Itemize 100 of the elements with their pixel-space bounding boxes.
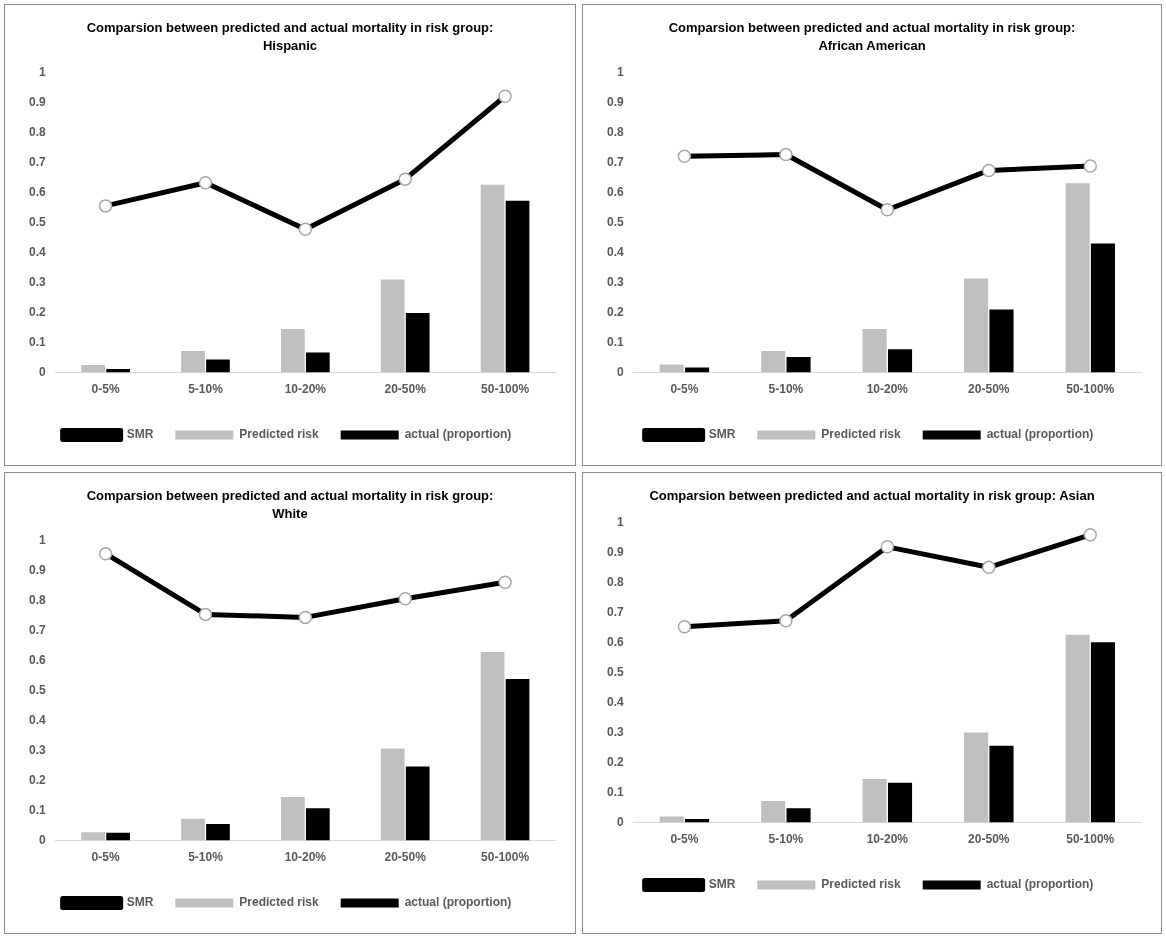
legend-label: actual (proportion) (404, 895, 512, 910)
bar (786, 356, 811, 373)
x-tick-label: 10-20% (284, 382, 327, 397)
y-tick-label: 0.1 (606, 334, 624, 349)
x-tick-label: 10-20% (866, 832, 909, 847)
legend-label: Predicted risk (239, 427, 320, 442)
x-tick-label: 50-100% (1066, 832, 1115, 847)
y-tick-label: 0.5 (28, 214, 46, 229)
bar (106, 832, 130, 841)
x-tick-label: 0-5% (91, 382, 120, 397)
x-tick-label: 20-50% (968, 382, 1010, 397)
chart-title: Comparsion between predicted and actual mortality in risk group: White (85, 487, 495, 523)
y-tick-label: 0.5 (606, 214, 624, 229)
y-tick-label: 0.9 (28, 562, 46, 577)
legend-label: SMR (126, 895, 154, 910)
legend-label: actual (proportion) (986, 427, 1094, 442)
y-tick-label: 0.8 (606, 124, 624, 139)
y-tick-label: 0 (38, 832, 46, 847)
bar (480, 651, 505, 841)
y-tick-label: 0.6 (606, 184, 624, 199)
y-tick-label: 0 (616, 364, 624, 379)
y-tick-label: 0.4 (606, 244, 624, 259)
x-tick-label: 20-50% (384, 382, 427, 397)
legend-label: actual (proportion) (404, 427, 512, 442)
bar (505, 200, 530, 373)
y-tick-label: 0.6 (28, 652, 46, 667)
x-tick-label: 50-100% (481, 850, 530, 865)
bar (405, 313, 430, 373)
bar (964, 278, 989, 373)
y-tick-label: 0.2 (606, 754, 624, 769)
y-tick-label: 0.1 (606, 784, 624, 799)
bar (281, 329, 305, 373)
legend-label: Predicted risk (821, 877, 902, 892)
bar (206, 824, 230, 841)
y-tick-label: 0.4 (28, 244, 46, 259)
x-tick-label: 0-5% (91, 850, 120, 865)
bar (305, 352, 330, 373)
bar (989, 745, 1014, 823)
bar (81, 365, 105, 373)
bar (281, 797, 305, 841)
bar (862, 329, 887, 373)
x-tick-label: 20-50% (384, 850, 427, 865)
bar (887, 349, 913, 373)
legend-label: SMR (126, 427, 154, 442)
legend-label: actual (proportion) (986, 877, 1094, 892)
y-tick-label: 0.1 (28, 802, 46, 817)
y-tick-label: 0.3 (606, 724, 624, 739)
x-tick-label: 5-10% (768, 382, 804, 397)
y-tick-label: 0.9 (28, 94, 46, 109)
y-tick-label: 0.7 (606, 604, 624, 619)
bar (862, 779, 887, 823)
bar (964, 732, 989, 823)
y-tick-label: 0.8 (28, 124, 46, 139)
legend-label: Predicted risk (821, 427, 902, 442)
bar (659, 364, 684, 373)
bar (1065, 634, 1090, 823)
y-tick-label: 0.8 (606, 574, 624, 589)
bar (505, 678, 530, 841)
legend-label: SMR (708, 877, 736, 892)
x-tick-label: 10-20% (866, 382, 909, 397)
y-tick-label: 0.7 (28, 154, 46, 169)
y-tick-label: 0.2 (606, 304, 624, 319)
bar (405, 766, 430, 841)
y-tick-label: 0.3 (28, 274, 46, 289)
y-tick-label: 1 (38, 64, 46, 79)
x-tick-label: 50-100% (481, 382, 530, 397)
y-tick-label: 0.2 (28, 772, 46, 787)
y-tick-label: 0.8 (28, 592, 46, 607)
bar (1090, 243, 1115, 373)
x-tick-label: 50-100% (1066, 382, 1115, 397)
y-tick-label: 1 (38, 532, 46, 547)
bar (380, 748, 405, 841)
y-tick-label: 0.2 (28, 304, 46, 319)
bar (380, 279, 405, 373)
y-tick-label: 0.7 (606, 154, 624, 169)
x-tick-label: 5-10% (768, 832, 804, 847)
y-tick-label: 0.6 (606, 634, 624, 649)
y-tick-label: 0.1 (28, 334, 46, 349)
legend-label: Predicted risk (239, 895, 320, 910)
bar (206, 359, 230, 373)
bar (887, 782, 913, 823)
y-tick-label: 0.3 (28, 742, 46, 757)
y-tick-label: 0.5 (28, 682, 46, 697)
y-tick-label: 0.7 (28, 622, 46, 637)
x-tick-label: 10-20% (284, 850, 327, 865)
x-tick-label: 5-10% (188, 850, 224, 865)
bar (989, 309, 1014, 373)
y-tick-label: 0.3 (606, 274, 624, 289)
y-tick-label: 0.4 (28, 712, 46, 727)
bar (685, 367, 710, 373)
bar (81, 832, 105, 841)
chart-title: Comparsion between predicted and actual mortality in risk group: African American (667, 19, 1077, 55)
bar (761, 800, 786, 823)
chart-title: Comparsion between predicted and actual mortality in risk group: Hispanic (85, 19, 495, 55)
x-tick-label: 0-5% (670, 382, 699, 397)
y-tick-label: 1 (616, 64, 624, 79)
bar (480, 184, 505, 373)
y-tick-label: 0 (616, 814, 624, 829)
bar (305, 808, 330, 841)
y-tick-label: 0.9 (606, 544, 624, 559)
